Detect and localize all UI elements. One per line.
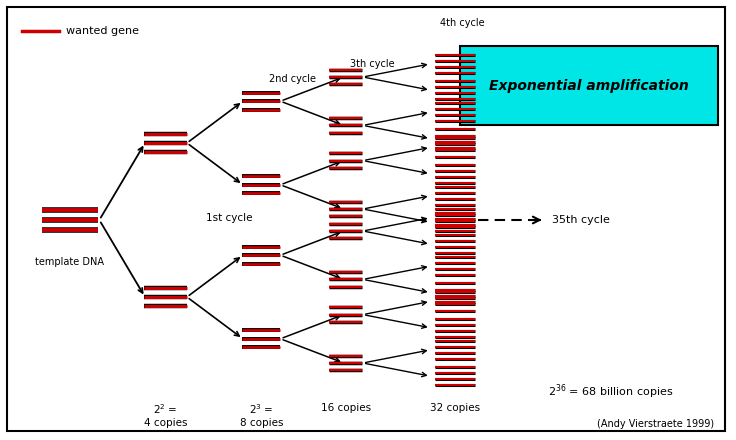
Text: 4th cycle: 4th cycle: [440, 18, 485, 28]
Text: 2nd cycle: 2nd cycle: [269, 74, 316, 84]
FancyBboxPatch shape: [7, 7, 725, 431]
Text: 32 copies: 32 copies: [430, 403, 480, 413]
Text: $2^{36}$ = 68 billion copies: $2^{36}$ = 68 billion copies: [548, 383, 673, 401]
Text: Exponential amplification: Exponential amplification: [489, 79, 689, 93]
Text: 16 copies: 16 copies: [321, 403, 371, 413]
Text: wanted gene: wanted gene: [66, 26, 139, 36]
Text: 35th cycle: 35th cycle: [552, 215, 610, 225]
Text: 3th cycle: 3th cycle: [350, 59, 394, 69]
Text: template DNA: template DNA: [35, 257, 105, 268]
Text: $2^2$ =
4 copies: $2^2$ = 4 copies: [144, 403, 188, 428]
Text: (Andy Vierstraete 1999): (Andy Vierstraete 1999): [597, 419, 714, 429]
Text: $2^3$ =
8 copies: $2^3$ = 8 copies: [239, 403, 283, 428]
FancyBboxPatch shape: [460, 46, 718, 125]
Text: 1st cycle: 1st cycle: [206, 213, 252, 223]
